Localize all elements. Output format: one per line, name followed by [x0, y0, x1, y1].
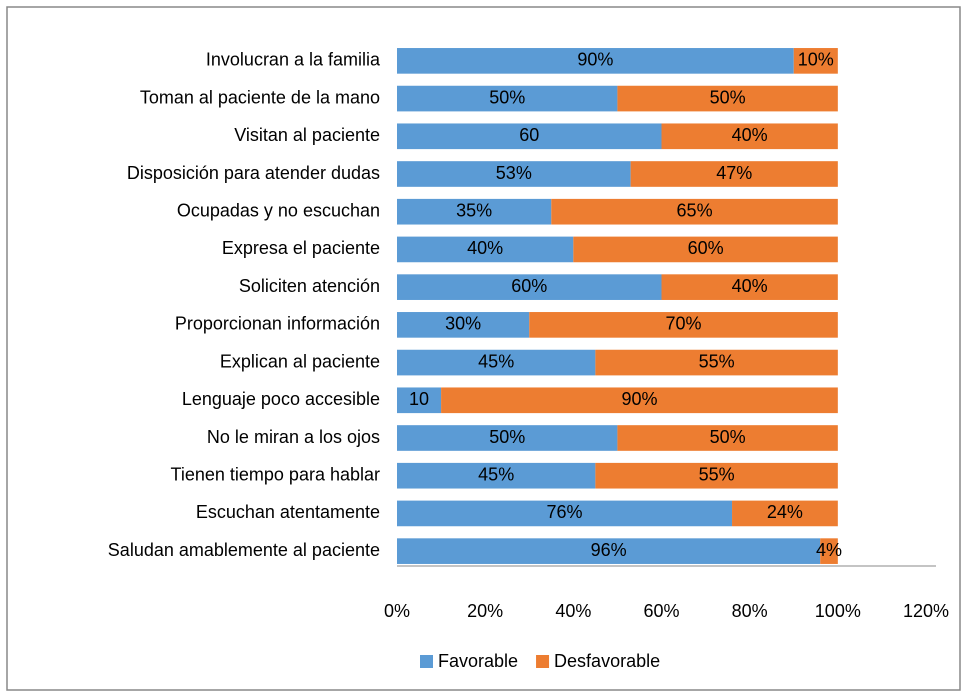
category-label: Involucran a la familia: [206, 50, 381, 70]
bar-segment: [617, 85, 838, 112]
value-label: 76%: [547, 502, 583, 522]
bar-segment: [397, 274, 662, 300]
bar-segment: [573, 236, 838, 263]
bar-segment: [397, 161, 631, 187]
legend-label: Desfavorable: [554, 651, 660, 671]
value-label: 40%: [732, 276, 768, 296]
bar-segment: [617, 425, 838, 451]
category-label: No le miran a los ojos: [207, 427, 380, 447]
bar-segment: [397, 48, 794, 74]
value-label: 96%: [591, 540, 627, 560]
bar-segment: [661, 274, 838, 300]
value-label: 65%: [677, 200, 713, 220]
value-label: 45%: [478, 351, 514, 371]
value-label: 90%: [621, 389, 657, 409]
value-label: 55%: [699, 351, 735, 371]
bar-segment: [793, 48, 838, 74]
category-label: Soliciten atención: [239, 276, 380, 296]
bar-segment: [529, 312, 838, 338]
bar-segment: [397, 387, 442, 414]
bar-segment: [732, 500, 838, 527]
value-label: 70%: [666, 314, 702, 334]
x-tick-label: 120%: [903, 601, 949, 621]
x-tick-label: 0%: [384, 601, 410, 621]
bar-segment: [397, 123, 662, 150]
bar-segment: [397, 425, 618, 451]
bar-segment: [441, 387, 838, 414]
value-label: 50%: [710, 427, 746, 447]
category-label: Lenguaje poco accesible: [182, 389, 380, 409]
category-label: Escuchan atentamente: [196, 502, 380, 522]
legend-label: Favorable: [438, 651, 518, 671]
x-tick-label: 60%: [643, 601, 679, 621]
value-label: 35%: [456, 200, 492, 220]
x-tick-label: 80%: [732, 601, 768, 621]
category-label: Expresa el paciente: [222, 238, 380, 258]
value-label: 60%: [688, 238, 724, 258]
x-tick-label: 100%: [815, 601, 861, 621]
value-label: 40%: [467, 238, 503, 258]
value-label: 10%: [798, 50, 834, 70]
bar-segment: [551, 198, 838, 225]
value-label: 4%: [816, 540, 842, 560]
bar-segment: [595, 349, 838, 376]
category-label: Toman al paciente de la mano: [140, 87, 380, 107]
value-label: 55%: [699, 464, 735, 484]
legend-swatch: [536, 655, 550, 668]
category-label: Disposición para atender dudas: [127, 163, 380, 183]
bar-segment: [397, 500, 733, 527]
value-label: 47%: [716, 163, 752, 183]
bar-segment: [397, 462, 596, 489]
value-label: 24%: [767, 502, 803, 522]
category-label: Saludan amablemente al paciente: [108, 540, 380, 560]
value-label: 50%: [489, 427, 525, 447]
legend-swatch: [420, 655, 433, 668]
bar-segment: [397, 349, 596, 376]
value-label: 10: [409, 389, 429, 409]
bar-segment: [661, 123, 838, 150]
category-label: Tienen tiempo para hablar: [171, 464, 380, 484]
bar-segment: [820, 538, 838, 564]
bar-segment: [397, 538, 821, 564]
value-label: 30%: [445, 314, 481, 334]
bar-segment: [397, 236, 574, 263]
value-label: 60: [519, 125, 539, 145]
value-label: 40%: [732, 125, 768, 145]
value-label: 50%: [710, 87, 746, 107]
chart-border: [6, 6, 961, 691]
category-label: Proporcionan información: [175, 314, 380, 334]
category-label: Visitan al paciente: [234, 125, 380, 145]
bar-segment: [397, 312, 530, 338]
bar-segment: [630, 161, 838, 187]
value-label: 60%: [511, 276, 547, 296]
bar-segment: [397, 198, 552, 225]
bar-segment: [397, 85, 618, 112]
x-tick-label: 20%: [467, 601, 503, 621]
category-label: Ocupadas y no escuchan: [177, 200, 380, 220]
value-label: 50%: [489, 87, 525, 107]
category-label: Explican al paciente: [220, 351, 380, 371]
value-label: 53%: [496, 163, 532, 183]
bar-segment: [595, 462, 838, 489]
value-label: 90%: [577, 50, 613, 70]
value-label: 45%: [478, 464, 514, 484]
x-tick-label: 40%: [555, 601, 591, 621]
